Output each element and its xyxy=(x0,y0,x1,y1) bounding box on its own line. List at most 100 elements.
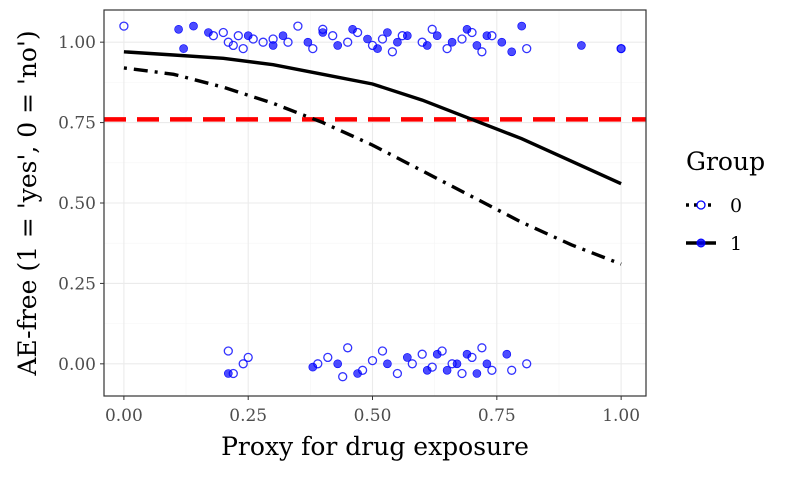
data-point-group-1 xyxy=(393,37,402,47)
data-point-group-1 xyxy=(432,349,442,359)
data-point-group-0 xyxy=(308,43,318,54)
y-axis-title: AE-free (1 = 'yes', 0 = 'no') xyxy=(13,30,42,376)
y-tick-label: 0.25 xyxy=(58,274,96,294)
data-point-group-1 xyxy=(472,41,482,50)
fitted-curve-group-0 xyxy=(123,66,622,266)
data-point-group-0 xyxy=(427,24,437,34)
x-tick-label: 0.75 xyxy=(478,406,516,426)
legend: Group 0 1 xyxy=(686,147,765,255)
legend-key-marker xyxy=(696,238,706,248)
data-point-group-0 xyxy=(243,352,253,363)
data-point-group-1 xyxy=(452,359,462,369)
data-point-group-0 xyxy=(323,352,333,363)
data-point-group-1 xyxy=(577,41,586,50)
data-point-group-1 xyxy=(462,349,472,359)
data-point-group-0 xyxy=(223,346,233,356)
data-point-group-1 xyxy=(402,353,412,362)
legend-label: 0 xyxy=(730,195,742,217)
legend-label: 1 xyxy=(730,233,742,255)
data-point-group-1 xyxy=(497,37,507,47)
data-point-group-1 xyxy=(462,24,472,34)
x-tick-label: 0.00 xyxy=(105,406,143,426)
data-point-group-0 xyxy=(407,359,417,369)
data-point-group-1 xyxy=(174,24,183,34)
data-point-group-0 xyxy=(522,359,532,369)
data-point-group-0 xyxy=(487,365,497,375)
y-tick-label: 1.00 xyxy=(58,33,96,53)
data-point-group-0 xyxy=(223,37,233,47)
data-point-group-0 xyxy=(238,43,248,54)
data-point-group-0 xyxy=(392,368,403,379)
data-point-group-1 xyxy=(333,41,343,50)
data-point-group-1 xyxy=(268,41,278,50)
legend-entry-group-1: 1 xyxy=(686,233,742,255)
data-point-group-1 xyxy=(179,44,188,53)
data-point-group-0 xyxy=(457,34,467,44)
data-point-group-0 xyxy=(387,47,398,57)
data-point-group-1 xyxy=(373,44,382,53)
data-point-group-0 xyxy=(377,346,388,356)
data-point-group-0 xyxy=(477,47,487,57)
x-axis-title: Proxy for drug exposure xyxy=(221,432,529,461)
data-point-group-1 xyxy=(383,28,392,37)
legend-entry-group-0: 0 xyxy=(686,195,742,217)
data-point-group-1 xyxy=(432,31,442,41)
data-point-group-0 xyxy=(477,343,487,353)
data-point-group-0 xyxy=(507,365,517,375)
legend-key-marker xyxy=(696,200,706,210)
data-point-group-0 xyxy=(457,368,467,379)
data-point-group-1 xyxy=(308,362,318,372)
data-point-group-1 xyxy=(442,365,452,375)
curve-layer xyxy=(123,50,622,266)
data-point-group-1 xyxy=(363,34,372,44)
x-tick-label: 1.00 xyxy=(602,406,640,426)
data-point-group-0 xyxy=(338,372,348,382)
data-point-group-1 xyxy=(616,44,626,53)
data-point-group-1 xyxy=(517,21,527,31)
data-point-group-1 xyxy=(422,41,432,50)
legend-title: Group xyxy=(686,147,765,176)
data-point-group-1 xyxy=(224,369,233,378)
data-point-group-1 xyxy=(348,24,357,34)
data-point-group-0 xyxy=(343,343,353,353)
data-point-group-1 xyxy=(353,369,362,378)
data-point-group-0 xyxy=(228,40,238,51)
data-point-group-1 xyxy=(333,359,343,369)
y-tick-label: 0.50 xyxy=(58,194,96,214)
data-point-group-1 xyxy=(422,365,432,375)
data-point-group-1 xyxy=(447,37,457,47)
data-point-group-1 xyxy=(482,31,492,41)
data-point-group-0 xyxy=(293,21,303,31)
data-point-group-0 xyxy=(417,349,427,359)
data-point-group-0 xyxy=(233,31,243,41)
data-point-group-1 xyxy=(189,21,198,31)
data-point-group-1 xyxy=(482,359,492,369)
data-point-group-1 xyxy=(243,31,253,41)
y-tick-label: 0.75 xyxy=(58,114,96,134)
data-point-group-1 xyxy=(204,28,213,37)
data-point-group-0 xyxy=(442,43,452,54)
data-point-group-1 xyxy=(502,349,512,359)
data-point-group-0 xyxy=(328,31,338,41)
x-tick-label: 0.50 xyxy=(354,406,392,426)
data-point-group-0 xyxy=(522,43,532,54)
x-tick-label: 0.25 xyxy=(229,406,267,426)
data-point-group-1 xyxy=(383,359,392,369)
data-point-group-0 xyxy=(367,355,378,366)
data-point-group-0 xyxy=(238,359,248,369)
data-point-group-0 xyxy=(283,37,293,47)
data-point-group-1 xyxy=(507,47,517,57)
data-point-group-1 xyxy=(318,28,328,37)
data-point-group-0 xyxy=(119,21,129,31)
data-point-group-0 xyxy=(377,34,388,44)
point-layer xyxy=(119,21,626,382)
data-point-group-0 xyxy=(258,37,268,47)
fitted-curve-group-1 xyxy=(123,50,622,186)
data-point-group-1 xyxy=(472,369,482,378)
y-tick-label: 0.00 xyxy=(58,355,96,375)
data-point-group-1 xyxy=(303,37,313,47)
data-point-group-1 xyxy=(278,31,288,41)
data-point-group-0 xyxy=(218,27,228,38)
